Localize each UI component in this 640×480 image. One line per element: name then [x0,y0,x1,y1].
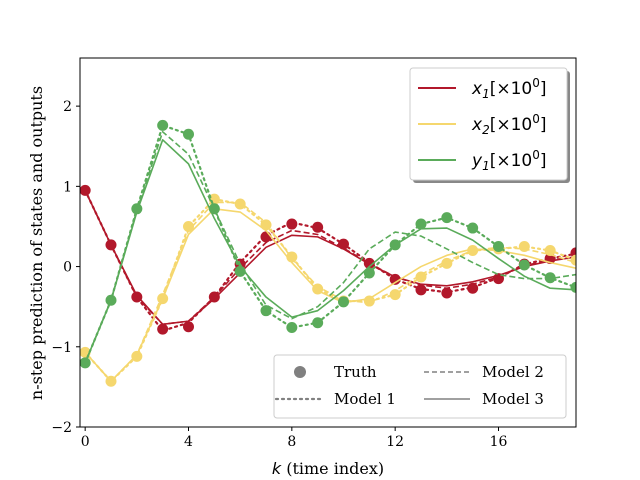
legend-box [409,67,568,181]
series-2-model2-line [84,201,576,383]
series-3-truth-point [363,267,375,279]
series-1-truth-point [363,257,375,269]
x-tick-label: 16 [490,434,508,450]
plot-frame [79,57,577,428]
series-3-truth-point [493,241,504,253]
series-1-model2-line [84,190,576,326]
legend-model-label: Model 2 [482,363,544,381]
series-2-truth-point [131,350,143,362]
series-1-truth-point [286,218,298,230]
y-tick-label: −2 [51,420,72,436]
series-2-truth-point [544,245,556,257]
legend-label-1: x1[×100] [471,76,547,101]
y-tick-label: 0 [63,260,72,276]
legend-label-2: x2[×100] [471,112,547,137]
x-axis-label-var: k [272,459,282,478]
y-axis-label: n-step prediction of states and outputs [27,86,46,400]
series-3-truth-point [467,222,479,234]
series-1-truth-point [131,291,143,303]
x-tick-label: 4 [184,434,193,450]
series-1-truth-point [183,321,194,333]
legend-model-swatch [294,366,306,378]
x-tick-label: 12 [386,434,404,450]
series-1-truth-point [389,273,401,285]
series-3-truth-point [183,128,194,140]
legend-model-label: Truth [334,363,377,381]
series-1-truth-point [312,221,324,233]
x-tick-label: 8 [287,434,296,450]
series-1-truth-point [208,291,220,303]
series-2-truth-point [415,271,427,283]
series-3-truth-point [441,212,453,224]
series-2-truth-point [570,254,576,266]
series-3-truth-point [105,294,117,306]
series-3-truth-point [80,357,91,369]
series-3-truth-point [312,317,324,329]
series-3-model2-line [84,131,576,364]
series-2-truth-point [260,219,272,231]
series-3-truth-point [389,239,401,251]
series-1-truth-point [105,239,117,251]
series-3-truth-point [570,281,576,293]
legend-models-box [273,354,567,419]
series-1-truth-point [441,287,453,299]
series-2-truth-point [183,220,194,232]
series-2-truth-point [518,241,530,253]
series-3-truth-point [234,265,246,277]
legend-model-label: Model 1 [334,390,396,408]
series-2-truth-point [312,283,324,295]
series-2-truth-point [441,257,453,269]
series-3-truth-point [260,305,272,317]
y-tick-label: 2 [63,99,72,115]
series-3-truth-point [208,203,220,215]
series-2-truth-point [157,293,169,305]
x-axis-label: k (time index) [272,459,384,478]
y-tick-label: −1 [51,340,72,356]
series-2-truth-point [389,289,401,301]
x-axis-label-rest: (time index) [281,459,384,478]
series-1-truth-point [157,323,169,335]
series-1-truth-point [493,273,504,285]
series-2-truth-point [105,375,117,387]
series-1-truth-point [415,284,427,296]
series-3-truth-point [544,272,556,284]
series-1-truth-point [467,282,479,294]
series-3-truth-point [338,296,349,308]
series-1-truth-point [260,231,272,243]
series-2-truth-point [286,251,298,263]
y-tick-label: 1 [63,179,72,195]
series-2-truth-point [363,295,375,307]
series-1-truth-point [338,238,349,250]
legend-label-3: y1[×100] [471,148,547,173]
series-2-truth-point [467,245,479,257]
series-1-truth-point [80,184,91,196]
series-3-truth-point [286,322,298,334]
series-2-model1-line [84,198,576,383]
series-2-truth-point [234,198,246,210]
legend-model-label: Model 3 [482,390,544,408]
series-3-truth-point [157,119,169,131]
series-3-truth-point [415,218,427,230]
series-3-truth-point [518,259,530,271]
x-tick-label: 0 [81,434,90,450]
series-3-model3-line [84,139,576,364]
series-3-truth-point [131,203,143,215]
